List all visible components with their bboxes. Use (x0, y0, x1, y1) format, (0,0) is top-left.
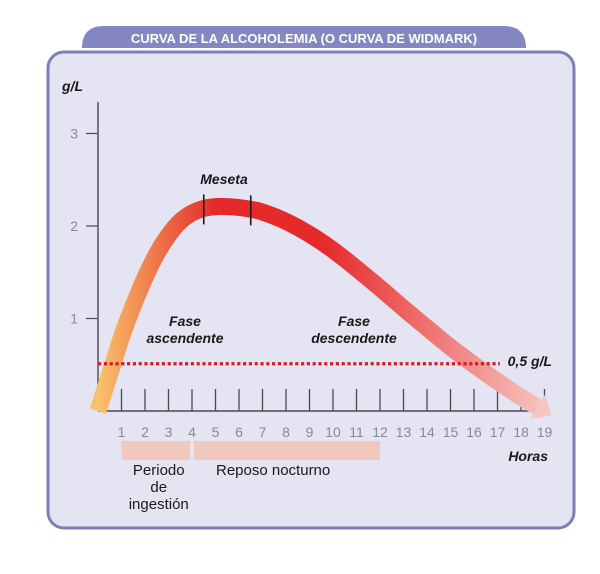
x-tick-label: 1 (118, 424, 126, 440)
x-tick-label: 14 (419, 424, 435, 440)
x-tick-label: 15 (443, 424, 459, 440)
band-1-label-line: ingestión (129, 496, 189, 513)
x-tick-label: 19 (537, 424, 553, 440)
x-tick-label: 5 (212, 424, 220, 440)
band-2-label-line: Reposo nocturno (216, 462, 330, 479)
y-axis-title: g/L (61, 78, 83, 94)
chart-title: CURVA DE LA ALCOHOLEMIA (O CURVA DE WIDM… (131, 31, 477, 46)
fall-phase-label: descendente (311, 330, 397, 346)
rise-phase-label: ascendente (146, 330, 223, 346)
rise-phase-label: Fase (169, 313, 201, 329)
x-tick-label: 16 (466, 424, 482, 440)
curve-arrow-head (530, 394, 552, 419)
x-tick-label: 7 (259, 424, 267, 440)
x-tick-label: 6 (235, 424, 243, 440)
plateau-label: Meseta (200, 171, 248, 187)
threshold-label: 0,5 g/L (508, 353, 552, 369)
y-tick-label: 2 (70, 218, 78, 234)
x-tick-label: 17 (490, 424, 506, 440)
band-1 (121, 441, 190, 460)
x-tick-label: 18 (513, 424, 529, 440)
fall-phase-label: Fase (338, 313, 370, 329)
x-tick-label: 2 (141, 424, 149, 440)
y-tick-label: 1 (70, 311, 78, 327)
x-tick-label: 12 (372, 424, 388, 440)
x-tick-label: 11 (349, 424, 364, 440)
x-tick-label: 4 (188, 424, 196, 440)
x-tick-label: 9 (306, 424, 314, 440)
x-tick-label: 8 (282, 424, 290, 440)
band-1-label-line: de (150, 479, 167, 496)
x-tick-label: 10 (325, 424, 341, 440)
x-tick-label: 3 (165, 424, 173, 440)
x-tick-label: 13 (396, 424, 412, 440)
chart-frame (46, 50, 576, 530)
title-tab (82, 26, 526, 48)
x-axis-title: Horas (508, 448, 548, 464)
band-2 (194, 441, 380, 460)
band-1-label-line: Periodo (133, 462, 185, 479)
y-tick-label: 3 (70, 126, 78, 142)
